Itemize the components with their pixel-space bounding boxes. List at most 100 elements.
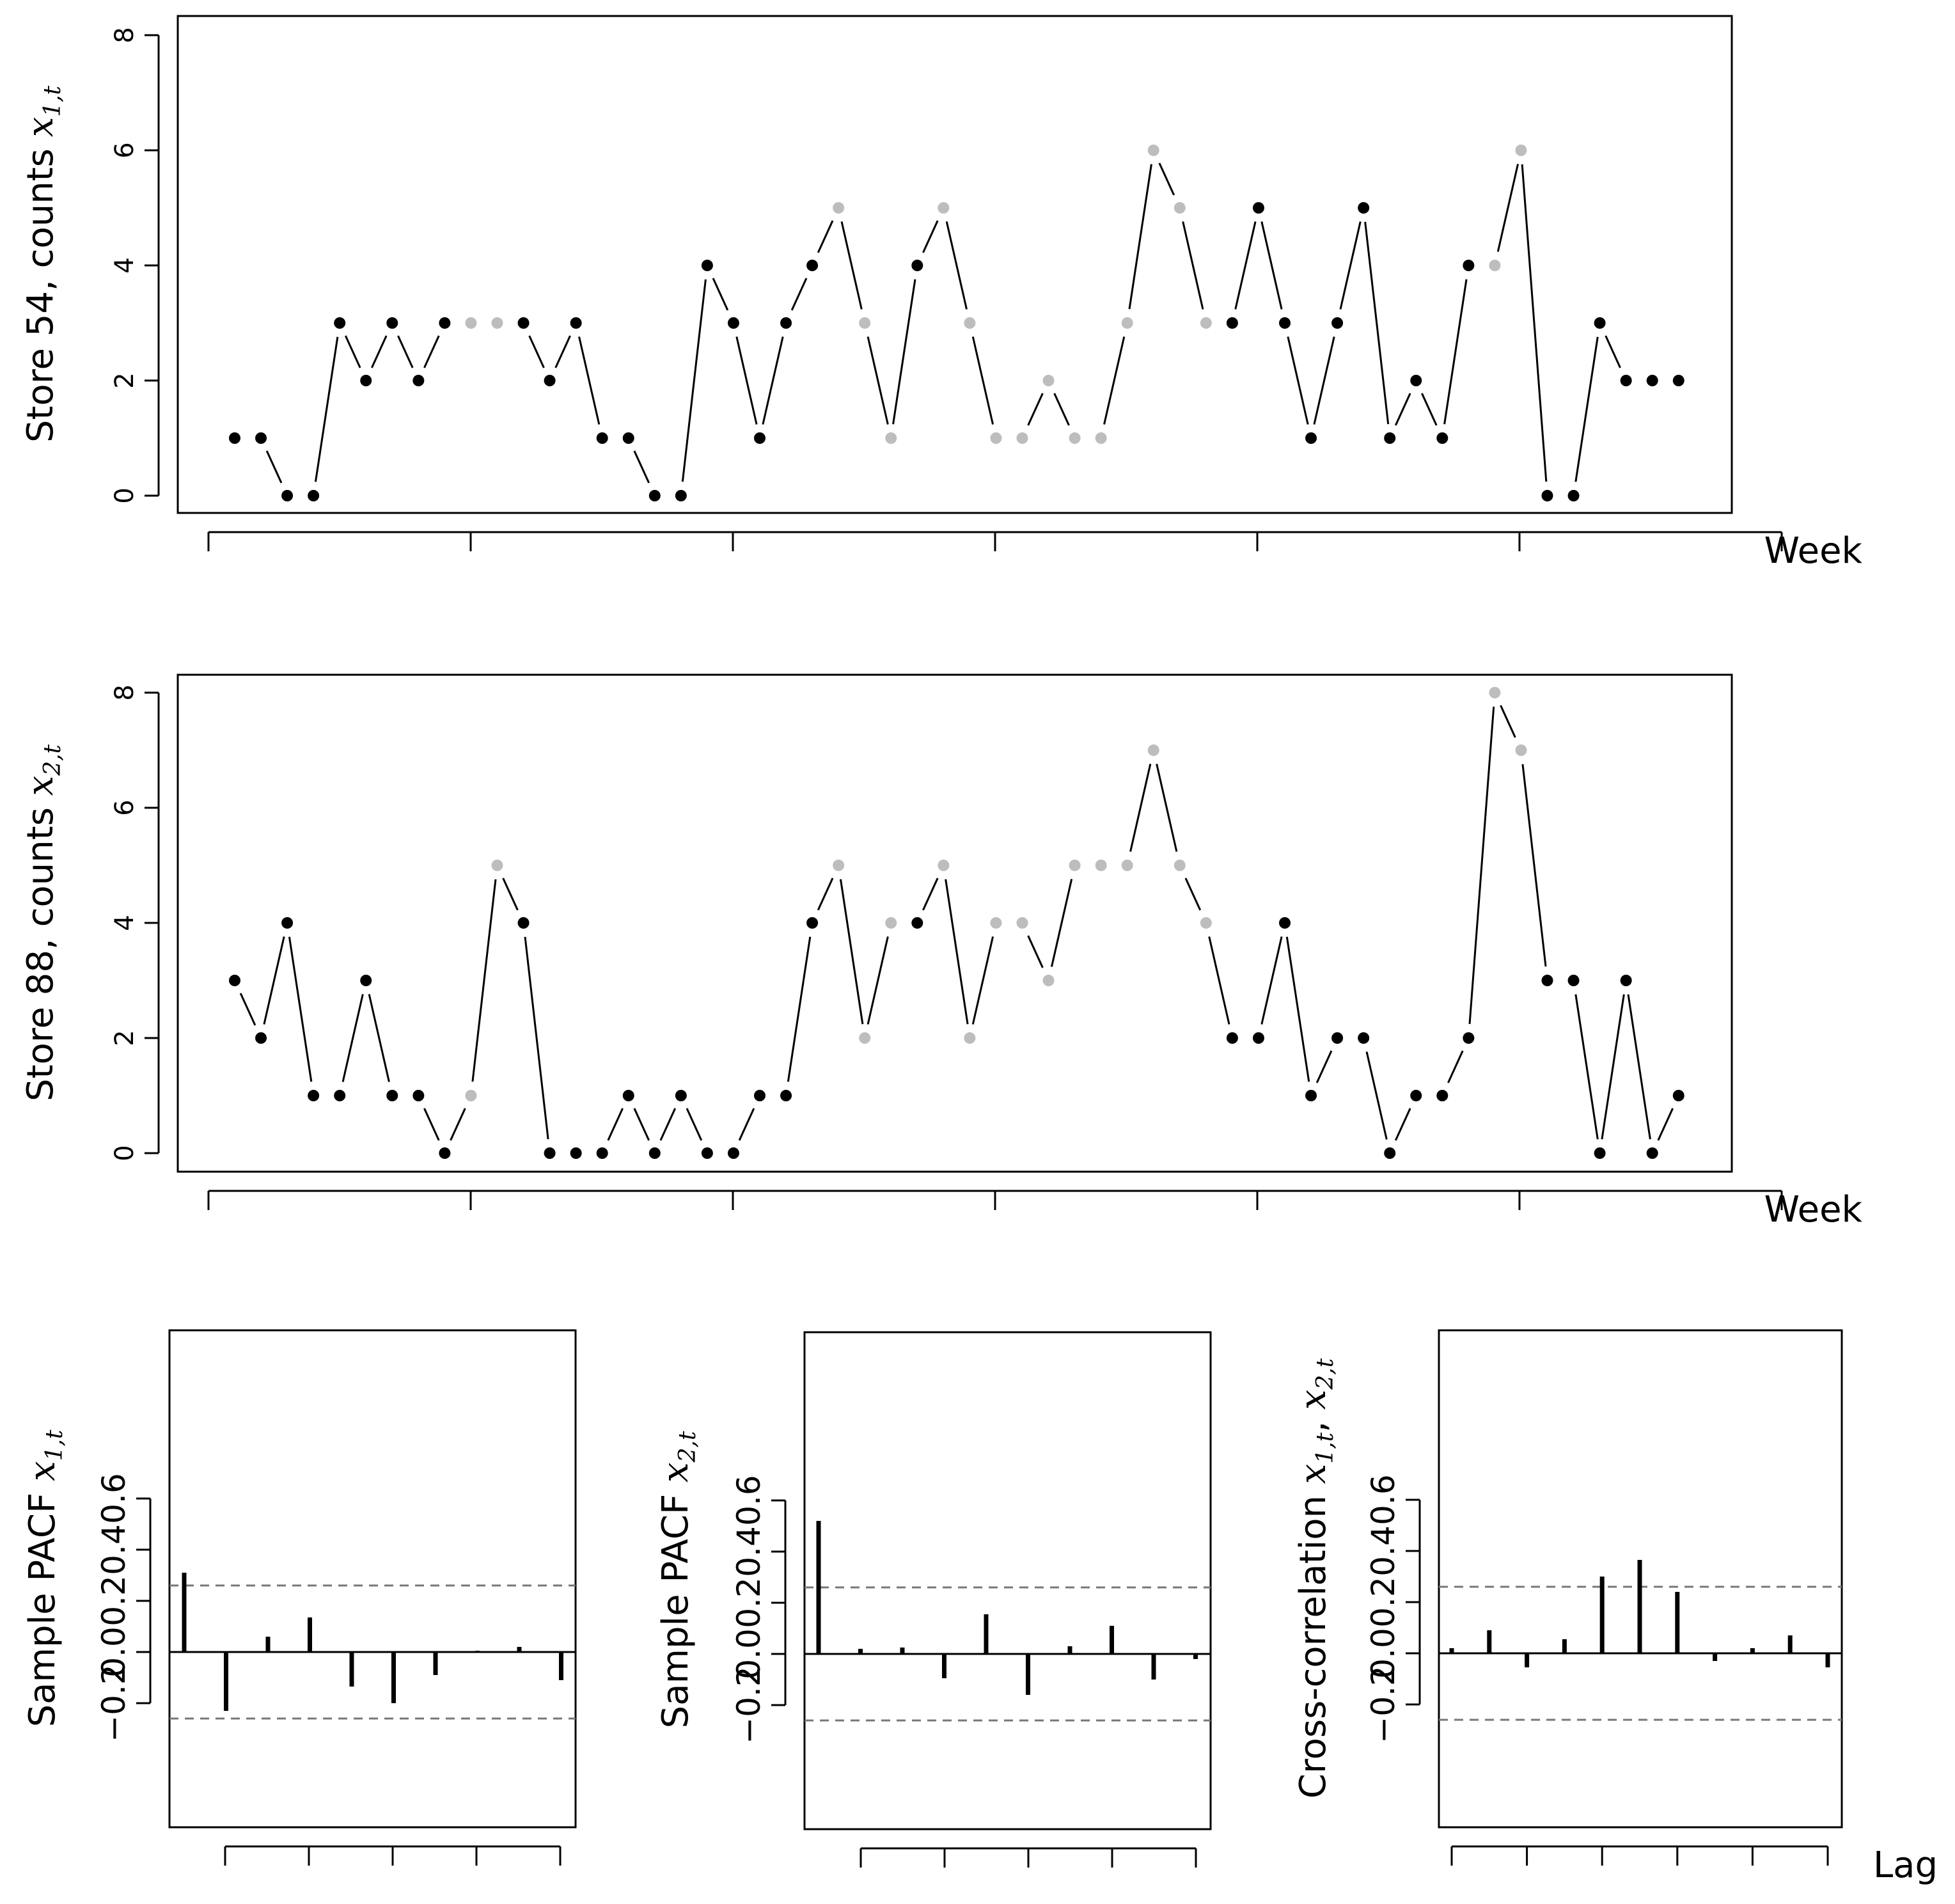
data-point [990, 917, 1002, 929]
y-tick-label: 0.6 [730, 1475, 767, 1526]
y-tick-label: 6 [110, 799, 139, 815]
data-point [1331, 317, 1344, 329]
series-segment [524, 936, 549, 1140]
x-axis-label: Week [1764, 530, 1863, 572]
series-segment [817, 877, 834, 911]
series-segment [554, 335, 571, 368]
series-segment [368, 994, 390, 1082]
series-segment [1521, 164, 1548, 482]
data-point [675, 1090, 687, 1101]
data-point [990, 432, 1002, 444]
bar-marks [805, 1521, 1211, 1722]
series-segment [735, 336, 758, 425]
series-segment [1364, 221, 1390, 425]
data-point [465, 317, 477, 329]
data-point [1042, 975, 1055, 986]
y-axis: −0.20.00.20.40.6 [95, 1473, 152, 1742]
data-point [1567, 490, 1580, 501]
bar-marks [169, 1573, 576, 1720]
series-segment [344, 335, 361, 368]
data-point [570, 1147, 582, 1159]
data-point [229, 432, 240, 444]
y-tick-label: 8 [110, 27, 139, 43]
data-point [1200, 917, 1212, 929]
x-axis [207, 531, 1783, 551]
data-point [1620, 975, 1632, 986]
series-segment [1156, 764, 1178, 852]
y-axis-label: Store 88, counts x2,t [20, 744, 66, 1101]
series-segment [971, 936, 994, 1025]
y-tick-label: 0 [110, 1145, 139, 1161]
data-point [1305, 432, 1317, 444]
series-segment [1339, 221, 1362, 310]
data-point [964, 317, 976, 329]
y-axis-label: Sample PACF x1,t [22, 1429, 68, 1727]
series-segment [1103, 336, 1126, 425]
series-segment [945, 879, 969, 1025]
data-point [1226, 1032, 1238, 1044]
series-segment [1421, 393, 1438, 426]
data-point [1252, 1032, 1264, 1044]
data-point [911, 917, 923, 929]
series-segment [1601, 994, 1625, 1140]
data-point [833, 860, 845, 871]
y-axis: −0.20.00.20.40.6 [1365, 1474, 1421, 1743]
data-point [622, 1090, 634, 1101]
series-segment [686, 1108, 703, 1141]
data-point [1279, 917, 1291, 929]
series-segment [1574, 994, 1599, 1140]
x-axis [224, 1845, 561, 1866]
y-axis-label-subscript: 1,t [40, 85, 66, 116]
data-point [360, 975, 372, 986]
y-axis: 0 2 4 6 8 [110, 684, 160, 1161]
series-segment [1521, 764, 1547, 967]
data-point [334, 317, 346, 329]
y-axis-label-subscript: 1,t [42, 1429, 68, 1461]
data-point [806, 260, 819, 271]
data-point [517, 917, 530, 929]
series-segment [971, 336, 994, 425]
data-point [675, 490, 687, 501]
series-segment [1657, 1108, 1674, 1141]
data-point [1279, 317, 1291, 329]
data-point [780, 1090, 792, 1101]
data-point [1463, 1032, 1475, 1044]
data-point [517, 317, 530, 329]
data-point [1200, 317, 1212, 329]
data-point [570, 317, 582, 329]
data-point [964, 1032, 976, 1044]
data-point [1489, 260, 1501, 271]
series-segment [1260, 221, 1283, 310]
data-point [491, 860, 503, 871]
series-segment [1027, 935, 1044, 968]
data-point [255, 432, 267, 444]
data-point [1147, 744, 1159, 756]
data-point [885, 432, 897, 444]
data-point [465, 1090, 477, 1101]
data-point [1042, 375, 1055, 386]
series-segment [1234, 221, 1257, 310]
y-tick-label: 0.6 [1365, 1474, 1402, 1525]
y-axis-label-text: Store 54, counts [20, 148, 61, 443]
plot-frame [168, 1329, 577, 1829]
panel-cross-correlation: −0.20.00.20.40.6 Cross-correlation x1,t,… [1292, 1329, 1938, 1886]
data-point [544, 375, 556, 386]
data-point [859, 1032, 871, 1044]
data-point [491, 317, 503, 329]
data-point [386, 317, 398, 329]
y-axis-label-text: Store 88, counts [20, 807, 61, 1101]
series-segment [471, 879, 497, 1082]
series-segment [1313, 336, 1335, 425]
x-axis-label: Lag [1873, 1845, 1938, 1886]
y-tick-label: 0 [110, 487, 139, 503]
plot-frame [177, 673, 1733, 1173]
data-point [1121, 317, 1133, 329]
data-point [1672, 1090, 1684, 1101]
series-segment [1605, 335, 1621, 368]
series-segment [1496, 164, 1519, 252]
data-point [859, 317, 871, 329]
data-point [1174, 860, 1186, 871]
x-axis [860, 1847, 1197, 1868]
data-point [1410, 375, 1422, 386]
data-point [281, 917, 294, 929]
